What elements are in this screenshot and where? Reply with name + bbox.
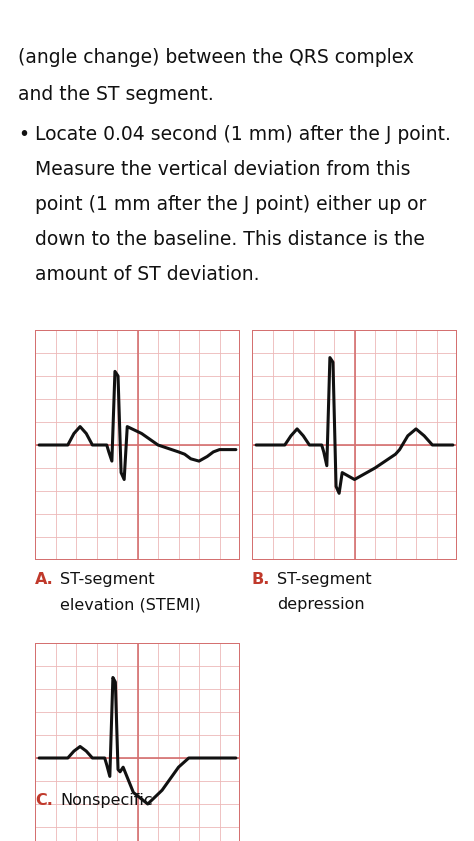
Text: B.: B. [252,572,270,587]
Bar [421,11,453,24]
Bar [458,14,462,21]
Text: A.: A. [35,572,54,587]
Text: Measure the vertical deviation from this: Measure the vertical deviation from this [35,160,410,179]
Text: •: • [18,125,29,144]
Text: depression: depression [277,597,365,612]
Text: ◠: ◠ [74,9,85,23]
Text: and the ST segment.: and the ST segment. [18,85,214,104]
Text: Carrier: Carrier [12,11,66,25]
Text: 3:17 PM: 3:17 PM [205,11,269,25]
Text: down to the baseline. This distance is the: down to the baseline. This distance is t… [35,230,425,249]
Text: elevation (STEMI): elevation (STEMI) [60,597,201,612]
Text: Locate 0.04 second (1 mm) after the J point.: Locate 0.04 second (1 mm) after the J po… [35,125,451,144]
Text: point (1 mm after the J point) either up or: point (1 mm after the J point) either up… [35,195,427,214]
Text: •: • [67,13,73,23]
Text: ST-segment: ST-segment [277,572,372,587]
Text: C.: C. [35,793,53,808]
Text: ST-segment: ST-segment [60,572,155,587]
Text: amount of ST deviation.: amount of ST deviation. [35,265,259,284]
Text: Nonspecific: Nonspecific [60,793,153,808]
Text: (angle change) between the QRS complex: (angle change) between the QRS complex [18,48,414,67]
